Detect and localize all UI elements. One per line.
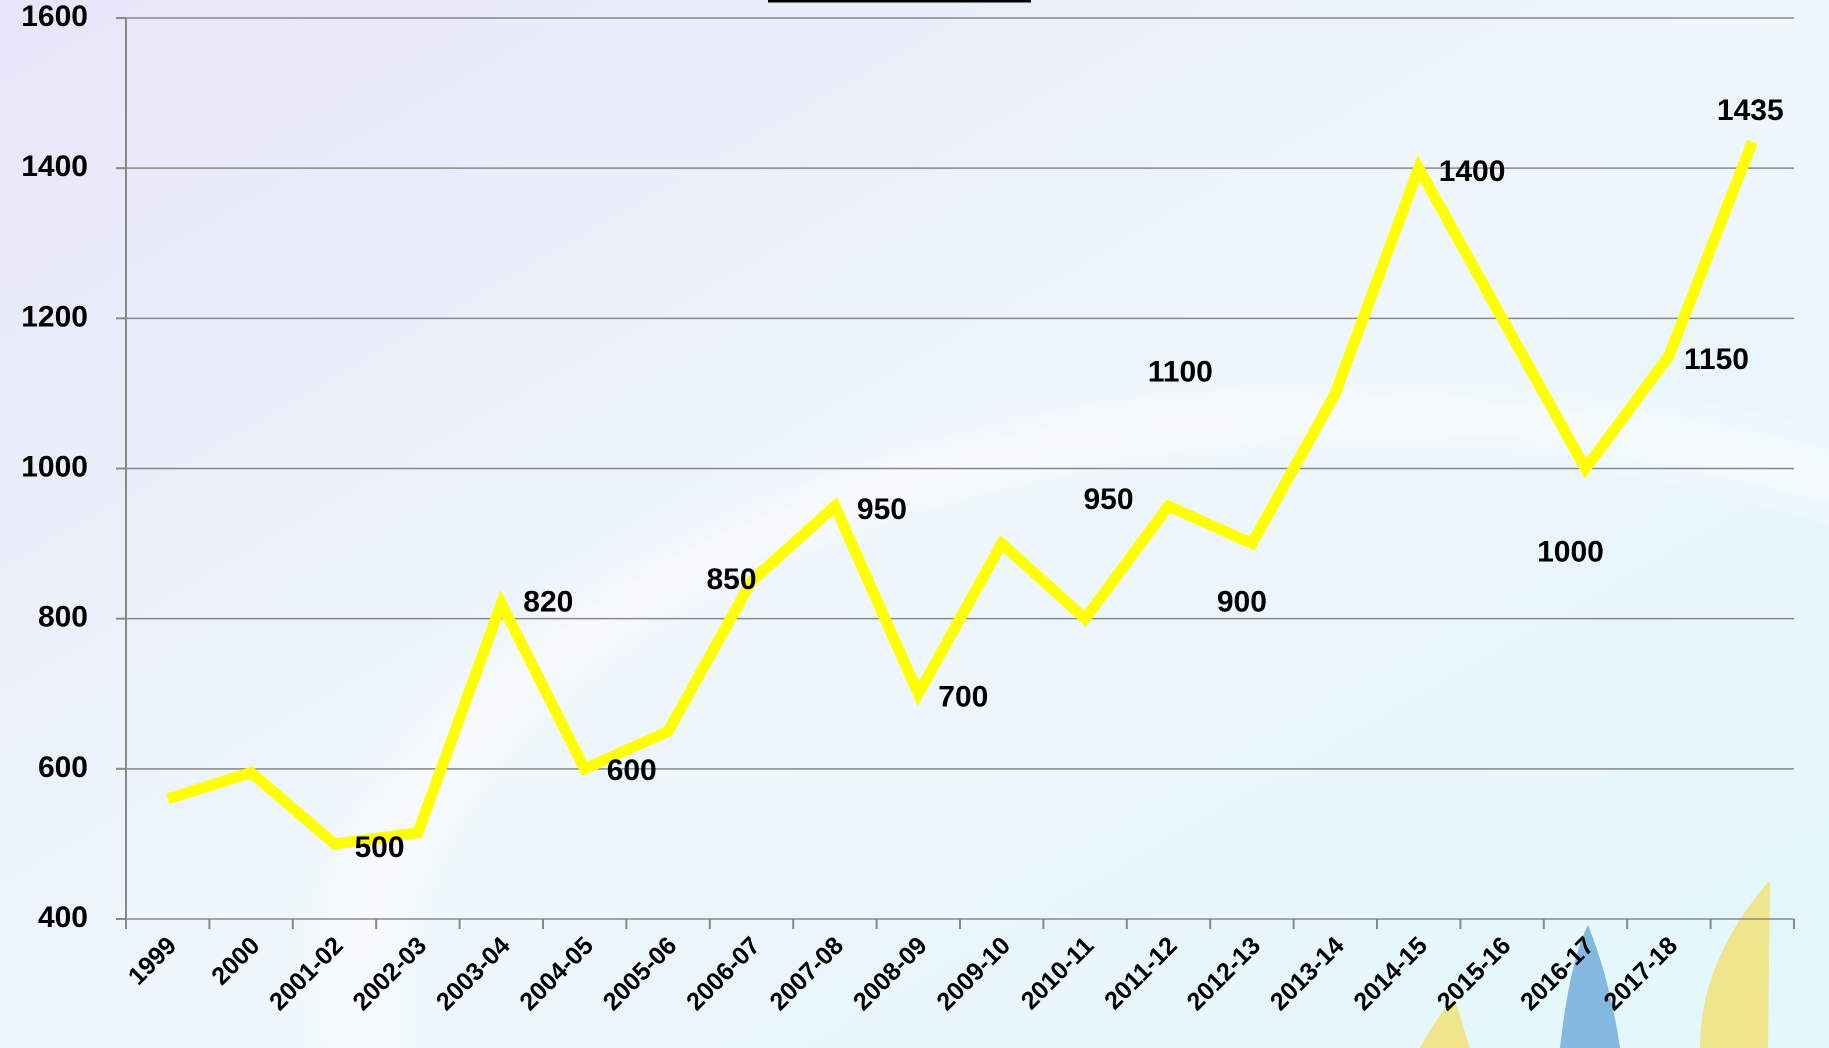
data-label: 820	[523, 586, 573, 619]
data-label: 850	[706, 563, 756, 596]
y-tick-label: 800	[38, 601, 88, 634]
page: {"chart_data": {"type": "line", "categor…	[0, 0, 1829, 1048]
data-label: 1400	[1439, 155, 1506, 188]
data-label: 1435	[1717, 94, 1784, 127]
data-label: 600	[607, 754, 657, 787]
y-tick-label: 1000	[21, 450, 88, 483]
data-label: 950	[1083, 483, 1133, 516]
data-label: 500	[355, 831, 405, 864]
y-tick-label: 600	[38, 751, 88, 784]
data-label: 1100	[1148, 355, 1213, 388]
data-label: 700	[938, 681, 988, 714]
y-tick-label: 1200	[21, 300, 88, 333]
y-tick-label: 1600	[21, 0, 88, 33]
chart: 4006008001000120014001600199920002001-02…	[0, 0, 1829, 1048]
data-label: 950	[857, 493, 907, 526]
y-tick-label: 1400	[21, 150, 88, 183]
y-tick-label: 400	[38, 901, 88, 934]
background-arc	[0, 0, 1829, 1048]
data-label: 1150	[1684, 343, 1749, 376]
data-label: 900	[1217, 586, 1267, 619]
data-label: 1000	[1537, 535, 1604, 568]
